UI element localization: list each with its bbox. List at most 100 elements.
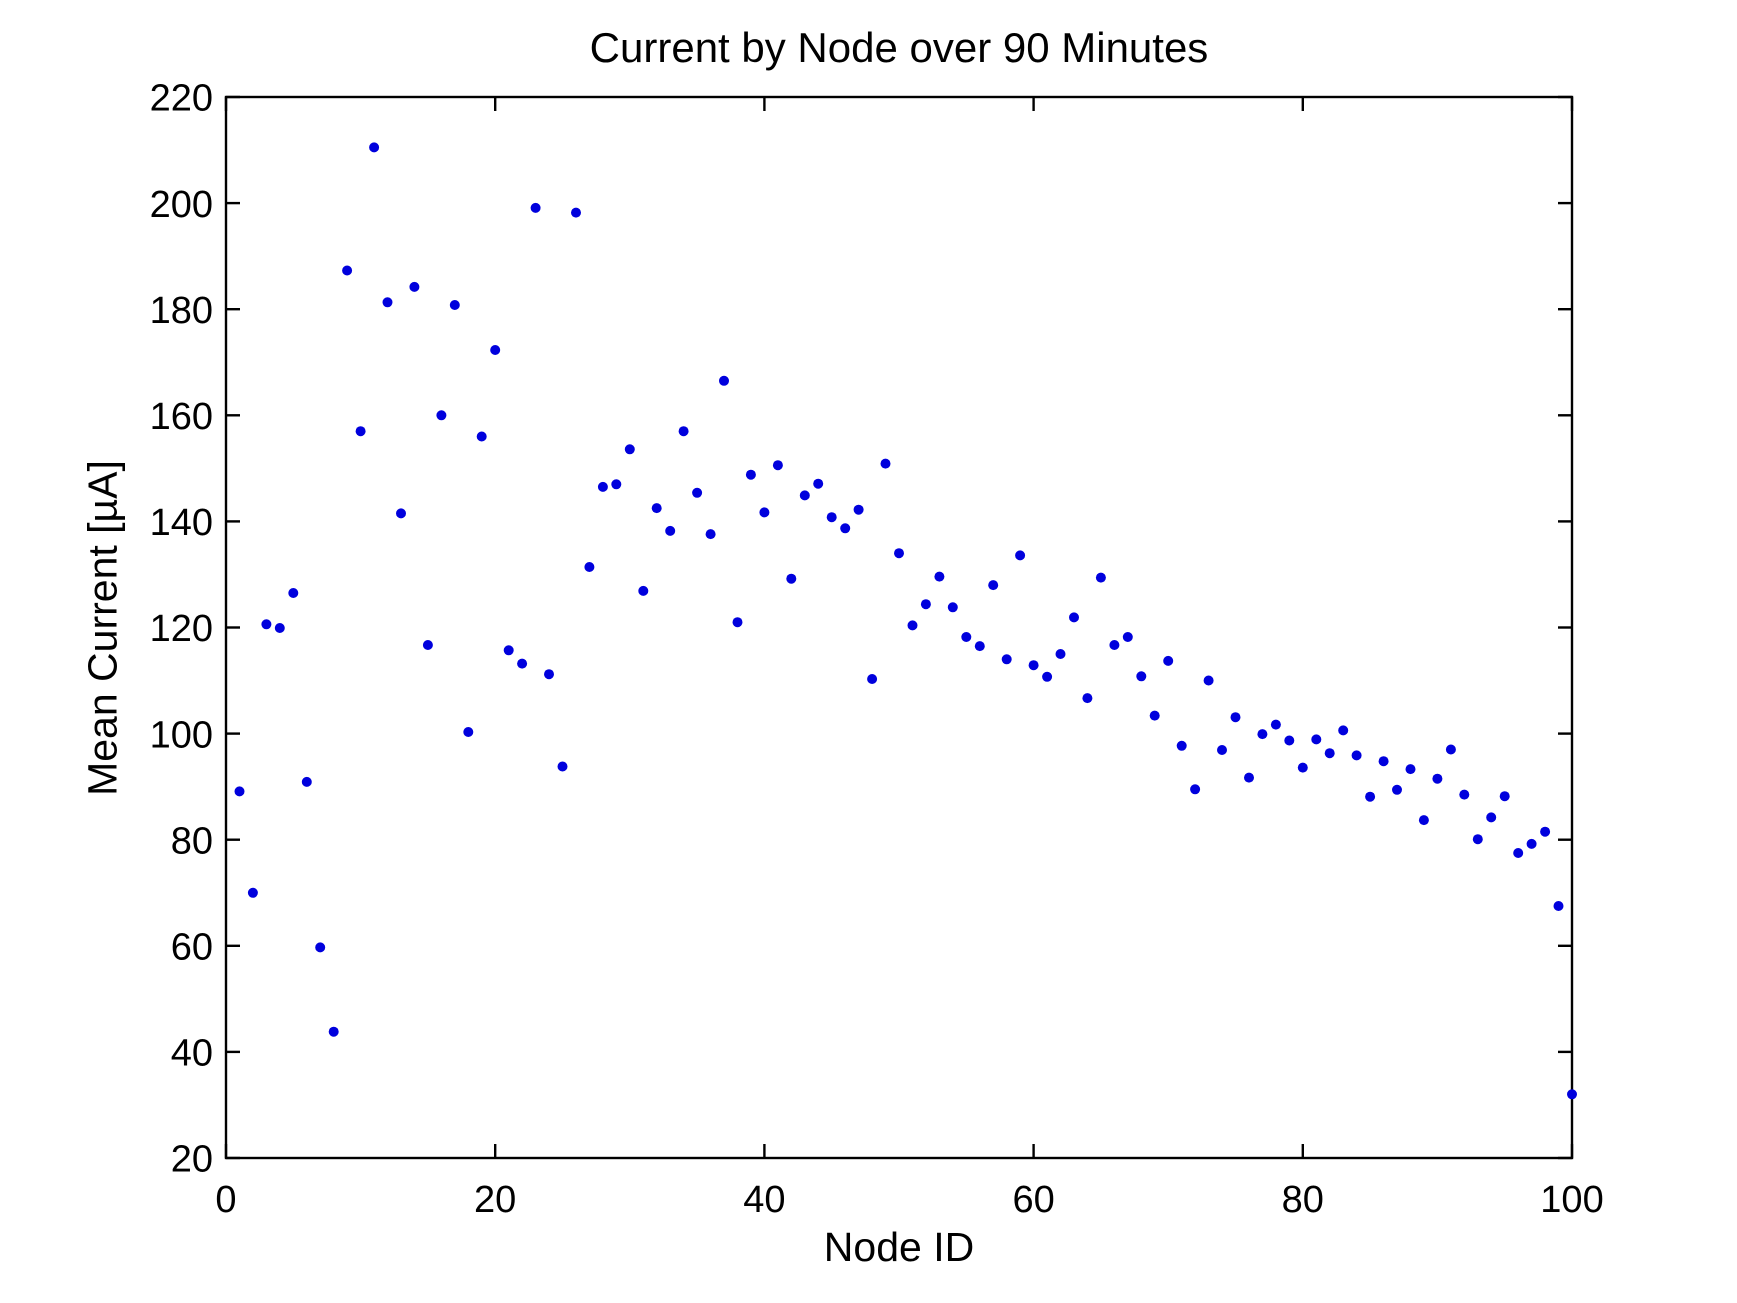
- data-point: [1445, 744, 1456, 755]
- data-point: [476, 431, 487, 442]
- data-point: [1015, 550, 1026, 561]
- data-point: [1351, 750, 1362, 761]
- data-point: [1378, 756, 1389, 767]
- data-point: [1297, 762, 1308, 773]
- data-point: [1486, 812, 1497, 823]
- data-point: [1499, 791, 1510, 802]
- data-point: [665, 525, 676, 536]
- data-point: [624, 444, 635, 455]
- data-point: [692, 487, 703, 498]
- data-point: [1513, 848, 1524, 858]
- data-point: [315, 942, 326, 953]
- data-point: [544, 669, 554, 680]
- data-point: [328, 1026, 339, 1037]
- data-point: [1203, 675, 1214, 686]
- data-point: [584, 562, 595, 572]
- data-point: [1055, 649, 1066, 659]
- x-tick-label: 40: [743, 1179, 785, 1221]
- data-point: [732, 617, 743, 628]
- x-tick-label: 0: [215, 1179, 236, 1221]
- data-point: [1095, 572, 1106, 583]
- y-tick-label: 80: [171, 820, 213, 862]
- x-axis-label: Node ID: [823, 1224, 975, 1270]
- data-point: [436, 410, 447, 421]
- data-point: [1190, 784, 1201, 795]
- data-point: [988, 580, 999, 591]
- data-point: [288, 588, 299, 598]
- data-point: [1217, 745, 1227, 755]
- data-point: [678, 426, 689, 437]
- data-point: [274, 623, 285, 633]
- data-point: [1311, 734, 1322, 745]
- data-point: [1257, 729, 1268, 740]
- data-point: [409, 281, 420, 292]
- data-point: [1432, 773, 1443, 784]
- data-point: [920, 599, 931, 610]
- y-tick-label: 160: [150, 396, 213, 438]
- y-tick-label: 20: [171, 1139, 213, 1181]
- data-point: [611, 479, 622, 490]
- data-point: [490, 345, 501, 355]
- data-point: [1230, 712, 1241, 723]
- x-tick-label: 80: [1282, 1179, 1324, 1221]
- data-point: [1001, 654, 1012, 665]
- data-point: [880, 458, 891, 469]
- data-point: [813, 478, 824, 489]
- data-point: [1418, 815, 1429, 826]
- y-tick-label: 120: [150, 608, 213, 650]
- data-point: [974, 641, 985, 652]
- chart-title: Current by Node over 90 Minutes: [589, 24, 1209, 71]
- data-point: [1338, 725, 1349, 736]
- data-point: [503, 645, 514, 656]
- data-point: [422, 640, 433, 650]
- data-point: [1109, 640, 1120, 650]
- data-point: [826, 512, 837, 523]
- data-point: [1526, 838, 1537, 849]
- x-tick-label: 60: [1012, 1179, 1054, 1221]
- data-point: [867, 674, 878, 684]
- data-point: [517, 658, 528, 669]
- data-point: [1472, 834, 1483, 845]
- data-point: [772, 460, 783, 471]
- data-point: [597, 481, 608, 492]
- data-point: [1567, 1089, 1577, 1100]
- data-point: [1540, 826, 1551, 837]
- y-tick-label: 40: [171, 1033, 213, 1075]
- data-point: [1028, 660, 1039, 671]
- data-point: [1163, 655, 1174, 666]
- x-tick-label: 20: [474, 1179, 516, 1221]
- data-point: [301, 776, 312, 787]
- data-point: [719, 375, 729, 386]
- data-point: [1284, 735, 1295, 746]
- data-point: [961, 632, 972, 642]
- data-point: [853, 504, 864, 515]
- data-point: [840, 523, 851, 534]
- data-point: [1176, 740, 1187, 751]
- data-point: [786, 573, 797, 584]
- data-point: [1365, 791, 1376, 802]
- data-point: [571, 207, 581, 218]
- data-point: [651, 503, 662, 514]
- data-point: [894, 548, 904, 559]
- data-point: [247, 887, 258, 898]
- data-point: [705, 529, 716, 540]
- data-point: [1244, 772, 1254, 783]
- data-point: [1270, 719, 1281, 730]
- y-tick-label: 220: [150, 78, 213, 120]
- data-point: [907, 620, 918, 631]
- data-point: [1324, 748, 1335, 759]
- data-point: [1082, 693, 1093, 704]
- data-point: [557, 761, 568, 772]
- data-point: [1392, 784, 1402, 795]
- data-point: [396, 508, 406, 519]
- data-point: [759, 507, 770, 518]
- data-point: [638, 585, 649, 596]
- data-point: [234, 786, 245, 797]
- data-point: [1069, 612, 1079, 623]
- data-point: [799, 490, 810, 501]
- y-tick-label: 100: [150, 714, 213, 756]
- y-tick-label: 60: [171, 926, 213, 968]
- data-point: [1149, 710, 1160, 721]
